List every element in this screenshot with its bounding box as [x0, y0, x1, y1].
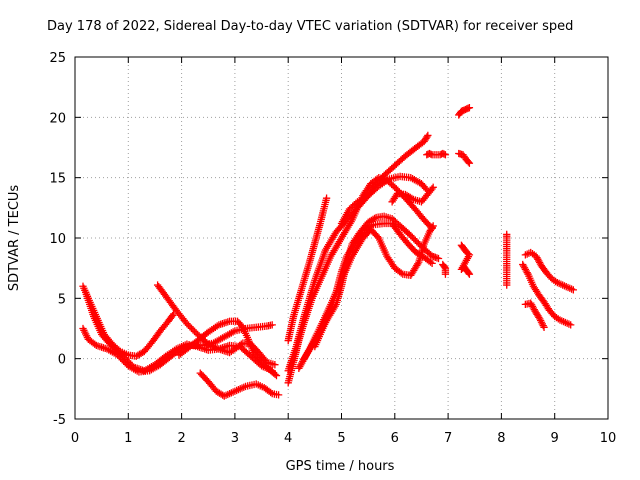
- data-point: [271, 361, 279, 369]
- series-arc4: [153, 281, 279, 369]
- data-point: [274, 391, 283, 399]
- x-tick-label: 10: [600, 431, 617, 446]
- data-point: [434, 254, 443, 263]
- series-arc6: [196, 369, 283, 400]
- series-arc16: [519, 260, 575, 329]
- series-cluster4: [439, 260, 450, 278]
- series-cluster5: [457, 241, 474, 278]
- y-tick-label: 10: [49, 232, 66, 247]
- series-arc17: [521, 299, 548, 331]
- x-tick-label: 4: [284, 431, 292, 446]
- data-point: [503, 281, 511, 289]
- data-point: [464, 269, 473, 277]
- data-point: [569, 286, 578, 294]
- data-point: [441, 270, 450, 278]
- data-points: [79, 104, 578, 400]
- x-tick-label: 2: [177, 431, 185, 446]
- data-point: [429, 183, 437, 191]
- data-point: [429, 222, 437, 230]
- data-point: [567, 321, 575, 329]
- series-arc14: [388, 183, 437, 206]
- y-tick-label: 25: [49, 51, 66, 66]
- x-tick-label: 9: [551, 431, 559, 446]
- series-cluster3: [455, 149, 474, 167]
- x-tick-label: 3: [231, 431, 239, 446]
- data-point: [465, 104, 474, 112]
- x-tick-label: 7: [444, 431, 452, 446]
- data-point: [272, 371, 281, 380]
- data-point: [464, 158, 473, 166]
- x-tick-label: 1: [124, 431, 132, 446]
- series-arc7: [284, 194, 331, 345]
- data-point: [540, 323, 548, 331]
- x-tick-label: 5: [337, 431, 345, 446]
- plot-frame: [74, 56, 609, 420]
- series-arc15: [521, 248, 578, 294]
- x-tick-label: 8: [497, 431, 505, 446]
- series-arc5: [175, 317, 281, 380]
- series-arc12: [300, 212, 443, 363]
- y-axis-label: SDTVAR / TECUs: [7, 185, 22, 292]
- data-point: [441, 151, 450, 159]
- data-point: [440, 263, 449, 271]
- series-cluster6: [503, 230, 511, 289]
- data-point: [322, 194, 331, 202]
- data-point: [268, 321, 276, 329]
- axis-ticks: 0 1 2 3 4 5 6 7 8 9 10 -5 0 5 10 15 20 25: [49, 51, 616, 446]
- x-tick-label: 6: [391, 431, 399, 446]
- y-tick-label: -5: [53, 413, 66, 428]
- data-point: [424, 131, 432, 140]
- series-arc13: [337, 131, 432, 228]
- y-tick-label: 0: [58, 353, 66, 368]
- x-axis-label: GPS time / hours: [286, 459, 395, 474]
- y-tick-label: 15: [49, 172, 66, 187]
- x-tick-label: 0: [71, 431, 79, 446]
- y-tick-label: 20: [49, 111, 66, 126]
- chart-title: Day 178 of 2022, Sidereal Day-to-day VTE…: [47, 19, 573, 34]
- data-point: [465, 159, 474, 167]
- y-tick-label: 5: [58, 292, 66, 307]
- series-cluster2: [455, 104, 474, 119]
- series-cluster1: [423, 149, 450, 159]
- data-point: [465, 270, 474, 278]
- data-point: [428, 259, 436, 267]
